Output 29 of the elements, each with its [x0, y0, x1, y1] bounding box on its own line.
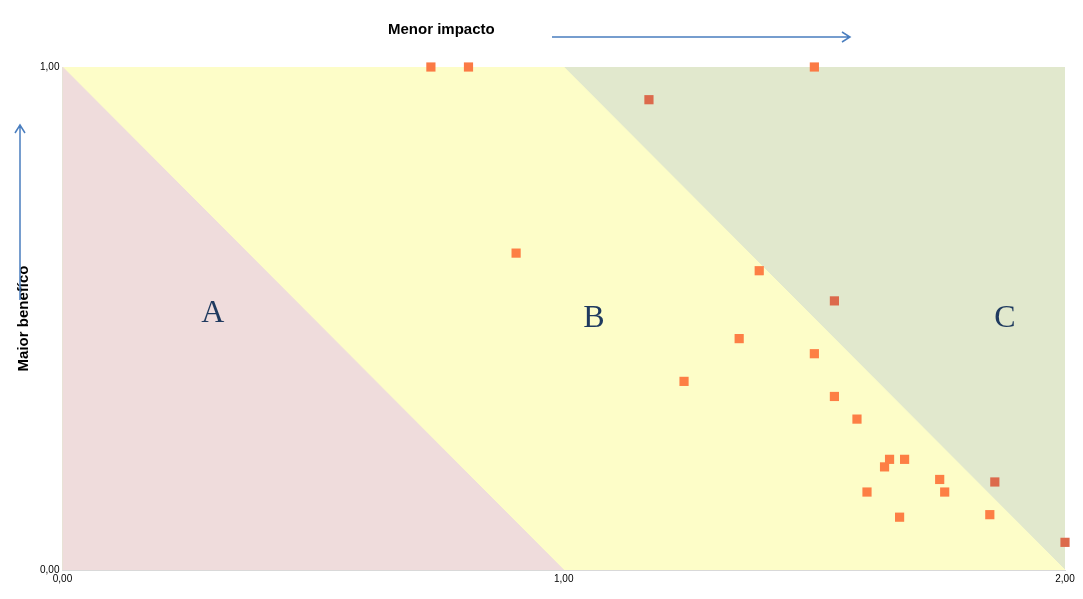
point: [879, 462, 890, 472]
y-axis-title: Maior benefíco: [14, 265, 32, 372]
point: [852, 414, 862, 424]
point: [894, 512, 905, 522]
point: [426, 62, 436, 72]
annotation: A: [201, 292, 225, 329]
point: [1060, 537, 1070, 547]
point: [985, 510, 995, 520]
point: [900, 454, 910, 464]
point: [809, 349, 819, 359]
x-tick-label: 0,00: [52, 572, 73, 584]
point: [862, 487, 872, 497]
x-axis-title: Menor impacto: [388, 20, 495, 37]
point: [990, 477, 1000, 487]
point: [940, 487, 950, 497]
annotation: C: [994, 297, 1016, 334]
point: [511, 248, 521, 258]
annotation: B: [583, 297, 605, 334]
x-tick-label: 1,00: [554, 572, 574, 584]
point: [754, 266, 764, 276]
point: [829, 391, 840, 402]
point: [644, 95, 654, 105]
point: [829, 296, 840, 306]
point: [734, 334, 744, 344]
point: [679, 376, 689, 386]
point: [463, 62, 474, 72]
point: [935, 474, 945, 485]
x-tick-label: 2,00: [1055, 572, 1076, 584]
point: [809, 62, 819, 72]
